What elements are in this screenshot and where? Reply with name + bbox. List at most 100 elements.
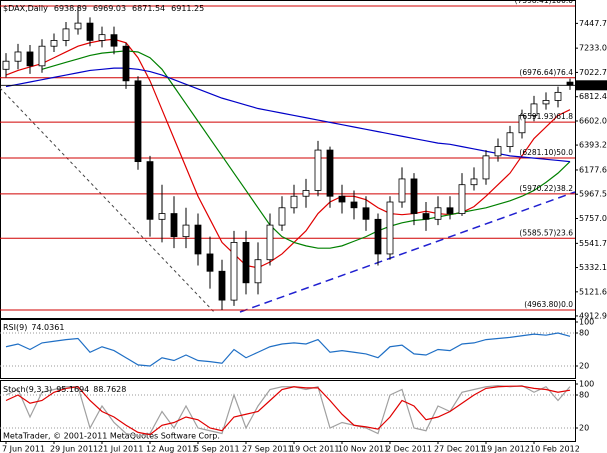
fib-label: (4963.80)0.0 xyxy=(524,300,573,309)
moving-average xyxy=(5,67,571,163)
fib-label: (5585.57)23.6 xyxy=(519,228,573,237)
candle-body xyxy=(122,45,130,82)
last-price-label: 6911.25 xyxy=(578,81,607,90)
candle-body xyxy=(218,270,226,301)
candle-body xyxy=(302,190,310,197)
candle-body xyxy=(362,207,370,220)
y-tick-label: 6812.40 xyxy=(579,92,607,101)
candle-body xyxy=(206,253,214,272)
candle-body xyxy=(398,178,406,203)
x-tick-label: 10 Nov 2011 xyxy=(338,445,389,453)
fib-label: (6281.10)50.0 xyxy=(519,148,573,157)
candle-body xyxy=(242,242,250,284)
candle-body xyxy=(494,146,502,157)
x-tick-label: 19 Jan 2012 xyxy=(482,445,530,453)
header-part: 88.7628 xyxy=(93,385,126,394)
candle-body xyxy=(134,80,142,163)
candle-body xyxy=(518,115,526,134)
candle-body xyxy=(50,40,58,47)
fib-label: (6976.64)76.4 xyxy=(519,68,573,77)
price-panel xyxy=(0,0,576,319)
last-price-box xyxy=(576,80,607,91)
candle-body xyxy=(386,201,394,255)
candle-body xyxy=(506,132,514,148)
y-tick-label: 5967.56 xyxy=(579,190,607,199)
moving-average xyxy=(41,50,571,249)
plot-area xyxy=(0,5,575,311)
fib-label: (7598.41)100.0 xyxy=(515,0,574,5)
candle-body xyxy=(278,207,286,226)
indicator-header: RSI(9) 74.0361 xyxy=(3,323,64,332)
header-part: 6969.03 xyxy=(93,4,126,13)
candle-body xyxy=(62,28,70,41)
x-tick-label: 27 Dec 2011 xyxy=(434,445,485,453)
candle-body xyxy=(14,51,22,62)
candle-body xyxy=(158,213,166,220)
chart-header: $DAX,Daily 6938.89 6969.03 6871.54 6911.25 xyxy=(3,4,204,13)
y-tick-label: 100 xyxy=(579,318,594,327)
y-tick-label: 100 xyxy=(579,380,594,389)
indicator-line xyxy=(5,385,571,436)
x-tick-label: 7 Jun 2011 xyxy=(2,445,45,453)
y-tick-label: 20 xyxy=(579,362,589,371)
candle-body xyxy=(2,60,10,70)
candle-body xyxy=(98,34,106,41)
indicator-header: Stoch(9,3,3) 95.1694 88.7628 xyxy=(3,385,126,394)
y-tick-label: 6602.06 xyxy=(579,116,607,125)
header-part: 74.0361 xyxy=(31,323,64,332)
candle-body xyxy=(170,213,178,238)
x-tick-label: 27 Sep 2011 xyxy=(242,445,293,453)
rsi-panel xyxy=(0,319,576,379)
x-tick-label: 2 Dec 2011 xyxy=(386,445,432,453)
header-part: 6911.25 xyxy=(171,4,204,13)
x-tick-label: 19 Oct 2011 xyxy=(290,445,339,453)
candle-body xyxy=(146,161,154,220)
x-tick-label: 10 Feb 2012 xyxy=(530,445,580,453)
candle-body xyxy=(434,207,442,220)
fib-label: (6591.93)61.8 xyxy=(519,112,573,121)
candle-body xyxy=(410,178,418,214)
candle-body xyxy=(350,201,358,209)
candle-body xyxy=(314,149,322,191)
y-tick-label: 4912.90 xyxy=(579,311,607,320)
y-tick-label: 80 xyxy=(579,391,589,400)
candle-body xyxy=(38,45,46,67)
trend-line xyxy=(0,87,216,314)
header-part: Stoch(9,3,3) xyxy=(3,385,52,394)
y-tick-label: 7022.79 xyxy=(579,68,607,77)
footer: MetaTrader, © 2001-2011 MetaQuotes Softw… xyxy=(3,432,220,441)
stoch-panel xyxy=(0,380,576,442)
candle-body xyxy=(182,224,190,238)
header-part: 6938.89 xyxy=(54,4,87,13)
header-part: $DAX,Daily xyxy=(3,4,48,13)
candle-body xyxy=(110,34,118,47)
candle-body xyxy=(458,184,466,214)
candle-body xyxy=(266,224,274,261)
candle-body xyxy=(566,81,574,86)
candle-body xyxy=(26,51,34,67)
candle-body xyxy=(290,195,298,209)
y-tick-label: 5757.03 xyxy=(579,214,607,223)
indicator-line xyxy=(5,332,571,367)
y-tick-label: 6177.60 xyxy=(579,165,607,174)
candle-body xyxy=(542,100,550,105)
candle-body xyxy=(530,103,538,116)
candle-body xyxy=(554,91,562,101)
fib-label: (5970.22)38.2 xyxy=(519,184,573,193)
y-tick-label: 20 xyxy=(579,424,589,433)
candle-body xyxy=(230,242,238,301)
y-tick-label: 5121.69 xyxy=(579,287,607,296)
y-tick-label: 6393.29 xyxy=(579,141,607,150)
candle-body xyxy=(326,149,334,197)
candle-body xyxy=(374,218,382,255)
x-tick-label: 29 Jun 2011 xyxy=(50,445,98,453)
candle-body xyxy=(194,224,202,255)
candle-body xyxy=(470,178,478,186)
header-part: 6871.54 xyxy=(132,4,165,13)
y-tick-label: 7447.75 xyxy=(579,19,607,28)
y-tick-label: 5332.10 xyxy=(579,263,607,272)
header-part: 95.1694 xyxy=(56,385,89,394)
x-tick-label: 12 Aug 2011 xyxy=(146,445,197,453)
